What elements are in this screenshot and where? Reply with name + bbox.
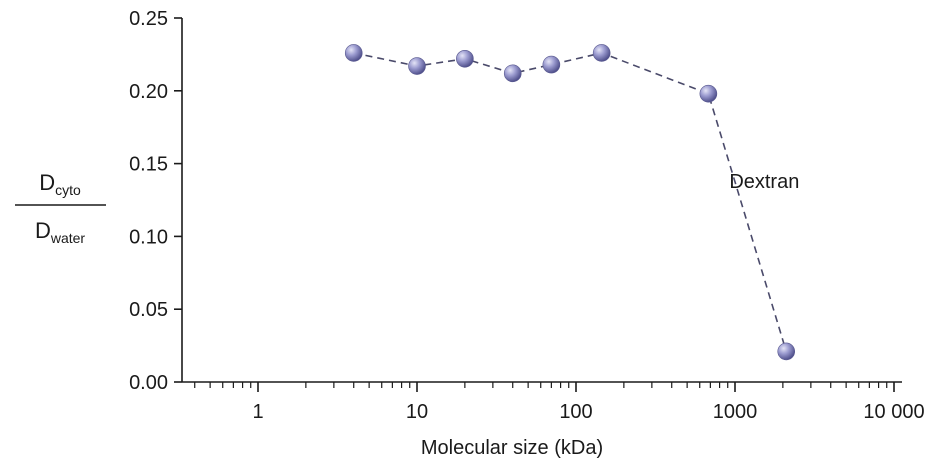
x-axis-title: Molecular size (kDa) [421, 437, 603, 459]
y-axis-title: Dcyto Dwater [15, 170, 106, 246]
data-point [408, 57, 426, 75]
data-point [456, 49, 474, 68]
y-title-denominator-sub: water [50, 230, 86, 246]
axes [181, 18, 902, 383]
series-points [344, 44, 796, 361]
data-point [699, 84, 718, 103]
y-title-numerator-sub: cyto [55, 182, 81, 198]
y-tick-label: 0.10 [129, 226, 168, 248]
annotation-dextran: Dextran [729, 171, 799, 193]
data-point [503, 64, 522, 83]
dextran-dashed-line [353, 52, 787, 352]
y-tick-label: 0.20 [129, 81, 168, 103]
y-tick-label: 0.25 [129, 8, 168, 30]
y-title-denominator-main: D [35, 218, 51, 243]
x-tick-label: 10 [406, 401, 428, 423]
series-line [353, 52, 787, 352]
y-tick-label: 0.05 [129, 299, 168, 321]
data-point [344, 44, 363, 62]
svg-text:Dwater: Dwater [35, 218, 85, 246]
y-ticks: 0.00 0.05 0.10 0.15 0.20 0.25 [129, 8, 182, 394]
data-point [592, 44, 611, 62]
data-point [777, 342, 796, 361]
x-ticks: 1 10 100 1000 10 000 [194, 382, 925, 423]
y-title-numerator-main: D [39, 170, 55, 195]
y-tick-label: 0.15 [129, 154, 168, 176]
svg-text:Dcyto: Dcyto [39, 170, 81, 198]
x-tick-label: 10 000 [863, 401, 924, 423]
x-tick-label: 1000 [713, 401, 758, 423]
x-tick-label: 100 [559, 401, 592, 423]
data-point [542, 55, 561, 74]
x-tick-label: 1 [252, 401, 263, 423]
y-tick-label: 0.00 [129, 372, 168, 394]
